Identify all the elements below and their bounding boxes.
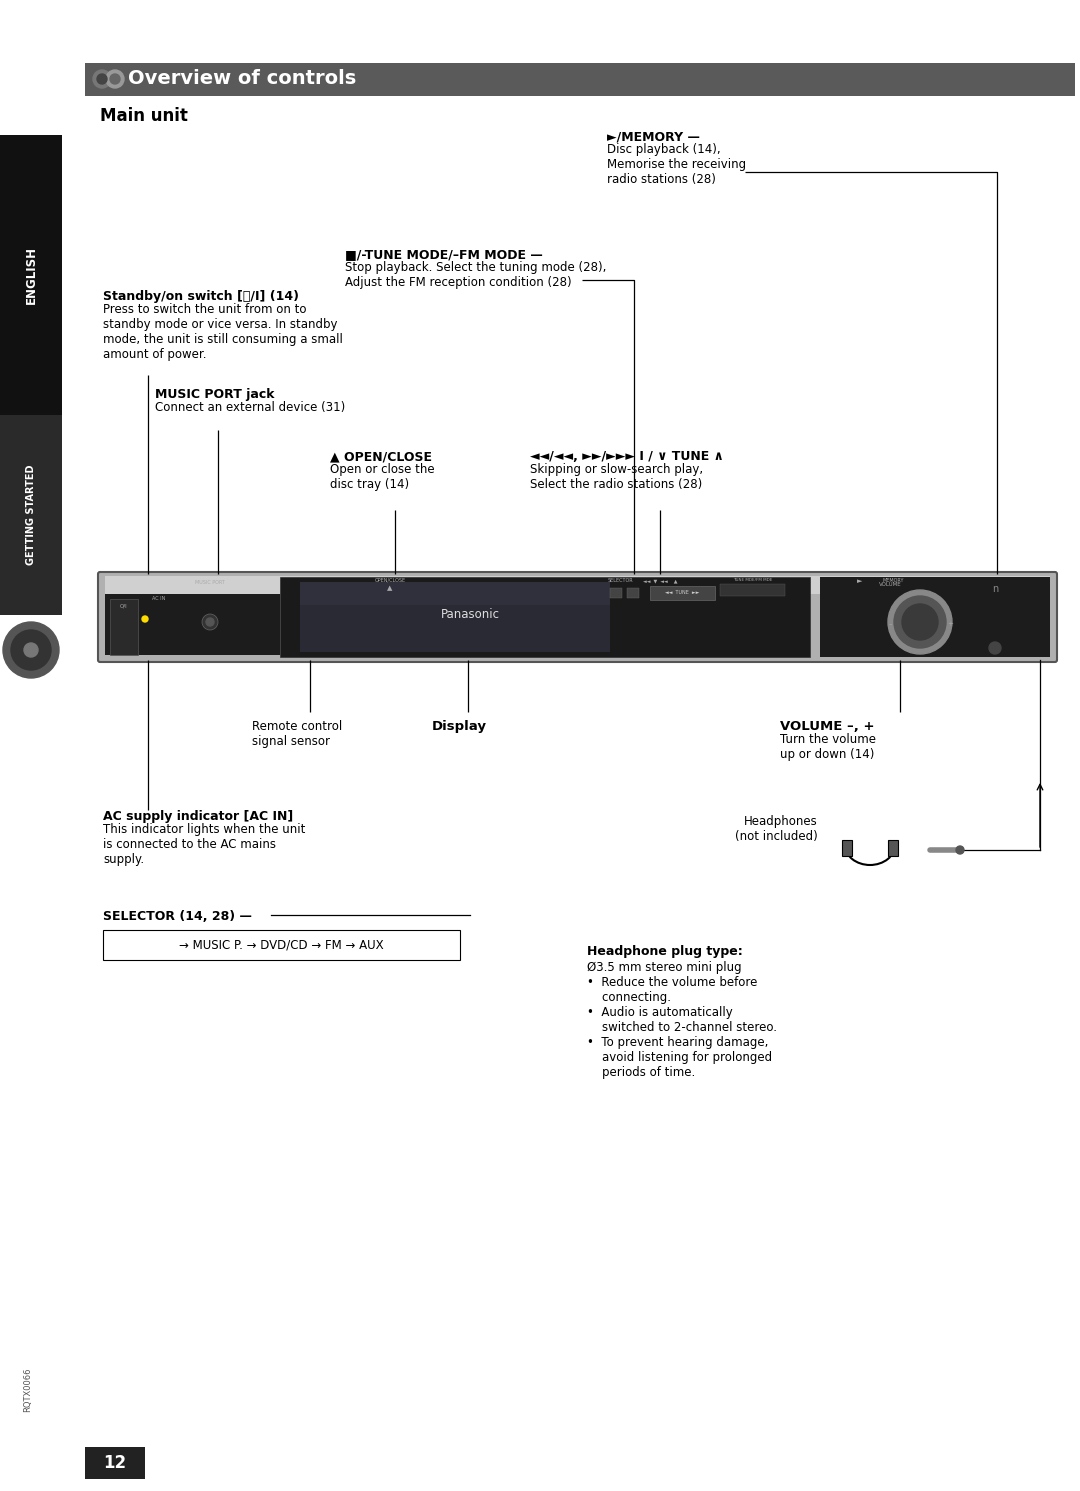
Text: Headphone plug type:: Headphone plug type: [588,945,743,959]
Text: Headphones
(not included): Headphones (not included) [735,816,818,842]
Bar [300,581,610,605]
Text: OPEN/CLOSE: OPEN/CLOSE [375,579,406,583]
Bar [300,581,610,652]
Circle shape [956,845,964,854]
Text: Main unit: Main unit [100,107,188,125]
Text: ►: ► [858,579,863,584]
Circle shape [11,631,51,669]
Bar [105,576,1050,593]
Bar [85,1446,145,1479]
Text: –: – [888,620,892,628]
Text: Turn the volume
up or down (14): Turn the volume up or down (14) [780,734,876,762]
Circle shape [888,590,951,655]
Text: VOLUME: VOLUME [879,581,902,587]
Circle shape [894,596,946,649]
Text: O/I: O/I [120,604,127,608]
Circle shape [24,643,38,658]
Text: ENGLISH: ENGLISH [25,246,38,304]
Text: Open or close the
disc tray (14): Open or close the disc tray (14) [330,462,434,491]
Text: ▲ OPEN/CLOSE: ▲ OPEN/CLOSE [330,450,432,464]
FancyBboxPatch shape [98,573,1057,662]
Text: Connect an external device (31): Connect an external device (31) [156,401,346,413]
Text: Press to switch the unit from on to
standby mode or vice versa. In standby
mode,: Press to switch the unit from on to stan… [103,303,342,361]
Text: 12: 12 [104,1454,126,1472]
Text: Overview of controls: Overview of controls [129,70,356,88]
Text: → MUSIC P. → DVD/CD → FM → AUX: → MUSIC P. → DVD/CD → FM → AUX [179,938,383,951]
Bar [110,599,138,655]
Bar [280,577,810,658]
Bar [720,584,785,596]
Bar [820,577,1050,658]
Text: Panasonic: Panasonic [441,607,499,620]
Bar [105,593,280,655]
Text: MEMORY: MEMORY [882,579,904,583]
Bar [842,839,852,856]
Circle shape [106,70,124,88]
Text: MUSIC PORT jack: MUSIC PORT jack [156,388,274,401]
Text: Stop playback. Select the tuning mode (28),
Adjust the FM reception condition (2: Stop playback. Select the tuning mode (2… [345,261,606,289]
Bar [650,586,715,599]
Circle shape [93,70,111,88]
Bar [103,930,460,960]
Circle shape [141,616,148,622]
Text: VOLUME –, +: VOLUME –, + [780,720,875,734]
Text: MUSIC PORT: MUSIC PORT [195,580,225,584]
Circle shape [202,614,218,631]
Text: ■/-TUNE MODE/–FM MODE —: ■/-TUNE MODE/–FM MODE — [345,248,543,261]
Text: ►/MEMORY —: ►/MEMORY — [607,130,700,143]
Text: ◄◄  ▼  ◄◄    ▲: ◄◄ ▼ ◄◄ ▲ [643,579,677,583]
Bar [0,136,62,414]
Text: This indicator lights when the unit
is connected to the AC mains
supply.: This indicator lights when the unit is c… [103,823,306,866]
Text: Remote control
signal sensor: Remote control signal sensor [252,720,342,748]
Bar [610,587,622,598]
Text: SELECTOR: SELECTOR [607,579,633,583]
Text: Skipping or slow-search play,
Select the radio stations (28): Skipping or slow-search play, Select the… [530,462,703,491]
Text: GETTING STARTED: GETTING STARTED [26,465,36,565]
Bar [0,414,62,614]
Circle shape [902,604,939,640]
Text: AC supply indicator [AC IN]: AC supply indicator [AC IN] [103,810,294,823]
Text: ◄◄  TUNE  ►►: ◄◄ TUNE ►► [665,590,701,595]
Text: TUNE MDE/FM MDE: TUNE MDE/FM MDE [733,579,772,581]
Text: +: + [947,620,953,628]
Text: Ø3.5 mm stereo mini plug
•  Reduce the volume before
    connecting.
•  Audio is: Ø3.5 mm stereo mini plug • Reduce the vo… [588,962,777,1079]
Text: ◄◄/◄◄, ►►/►►► I / ∨ TUNE ∧: ◄◄/◄◄, ►►/►►► I / ∨ TUNE ∧ [530,450,724,464]
Circle shape [989,643,1001,655]
Circle shape [97,75,107,83]
Text: Disc playback (14),
Memorise the receiving
radio stations (28): Disc playback (14), Memorise the receivi… [607,143,746,185]
Bar [627,587,639,598]
Text: Display: Display [432,720,487,734]
Text: AC IN: AC IN [152,596,165,601]
Circle shape [3,622,59,678]
Text: n: n [991,584,998,593]
Text: ▲: ▲ [388,584,393,590]
Text: SELECTOR (14, 28) —: SELECTOR (14, 28) — [103,910,252,923]
Text: RQTX0066: RQTX0066 [24,1367,32,1412]
Bar [85,63,1075,95]
Circle shape [110,75,120,83]
Bar [888,839,897,856]
Text: Standby/on switch [⏻/I] (14): Standby/on switch [⏻/I] (14) [103,291,299,303]
Circle shape [206,617,214,626]
